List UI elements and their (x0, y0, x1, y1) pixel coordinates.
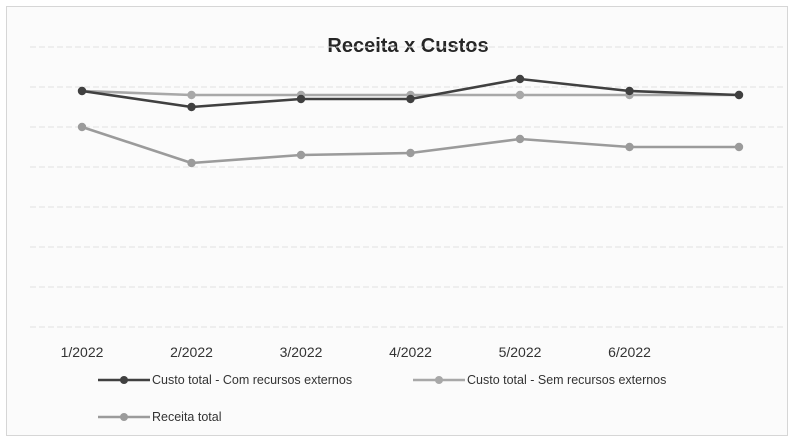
legend-swatch-marker (120, 376, 128, 384)
gridlines (30, 46, 785, 328)
data-point (187, 102, 196, 112)
data-point (406, 148, 415, 158)
x-tick-label: 5/2022 (499, 344, 542, 360)
data-point (625, 86, 634, 96)
data-point (187, 90, 196, 100)
x-tick-label: 2/2022 (170, 344, 213, 360)
x-tick-label: 1/2022 (61, 344, 104, 360)
legend-swatch-marker (435, 376, 443, 384)
legend-label: Receita total (152, 410, 221, 424)
data-point (187, 158, 196, 168)
data-point (515, 90, 525, 100)
x-tick-label: 6/2022 (608, 344, 651, 360)
legend-swatch-marker (120, 413, 128, 421)
x-axis-tick-labels: 1/2022 2/2022 3/2022 4/2022 5/2022 6/2022 (61, 344, 652, 360)
chart-frame (6, 6, 788, 436)
legend-label: Custo total - Sem recursos externos (467, 373, 666, 387)
data-point (406, 94, 415, 104)
data-point (734, 90, 744, 100)
data-point (296, 150, 306, 160)
data-point (296, 94, 306, 104)
data-point (77, 122, 87, 132)
data-point (734, 142, 744, 152)
data-point (625, 142, 634, 152)
legend-label: Custo total - Com recursos externos (152, 373, 352, 387)
data-point (515, 74, 525, 84)
series-line (81, 125, 739, 165)
data-point (515, 134, 525, 144)
x-tick-label: 3/2022 (280, 344, 323, 360)
series-lines (77, 74, 744, 168)
chart-title: Receita x Custos (327, 35, 488, 57)
data-point (77, 86, 87, 96)
x-tick-label: 4/2022 (389, 344, 432, 360)
legend: Custo total - Com recursos externos Custo… (98, 373, 666, 424)
